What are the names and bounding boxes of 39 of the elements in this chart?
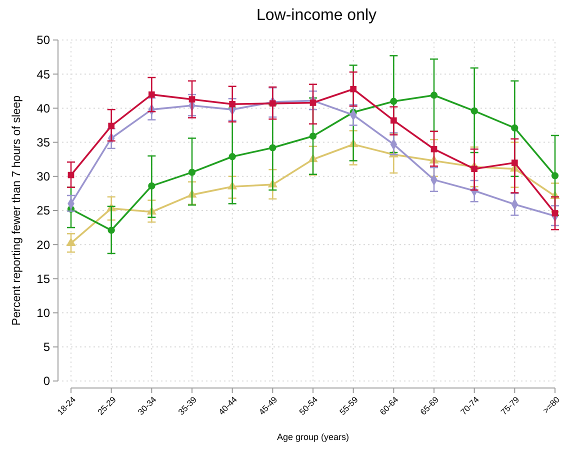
point (310, 100, 316, 106)
point (390, 98, 398, 105)
y-tick-label: 30 (36, 170, 50, 184)
point (188, 96, 196, 102)
point (66, 238, 76, 246)
point (512, 160, 518, 166)
point (270, 100, 276, 107)
y-tick-label: 10 (36, 306, 50, 320)
point (551, 172, 559, 180)
point (309, 132, 317, 140)
point (108, 122, 114, 130)
y-tick-label: 20 (36, 238, 50, 252)
point (188, 168, 196, 176)
point (148, 91, 155, 98)
point (148, 182, 156, 190)
y-tick-label: 15 (36, 272, 50, 286)
point (471, 166, 478, 172)
y-tick-label: 35 (36, 136, 50, 150)
point (269, 144, 276, 152)
point (228, 153, 236, 160)
point (430, 92, 438, 99)
y-tick-label: 45 (36, 67, 50, 82)
point (390, 117, 397, 124)
x-axis-title: Age group (years) (276, 432, 350, 442)
y-tick-label: 5 (43, 340, 50, 354)
y-tick-label: 0 (43, 374, 50, 388)
point (511, 124, 518, 132)
y-axis-title: Percent reporting fewer than 7 hours of sleep (11, 95, 23, 326)
point (68, 172, 74, 178)
point (552, 210, 558, 216)
point (470, 107, 478, 114)
y-tick-label: 40 (36, 101, 50, 116)
chart-title: Low-income only (256, 7, 377, 24)
point (350, 86, 356, 92)
y-tick-label: 25 (36, 204, 50, 218)
point (108, 226, 115, 234)
y-tick-label: 50 (36, 33, 50, 48)
point (430, 146, 438, 152)
point (229, 100, 236, 108)
